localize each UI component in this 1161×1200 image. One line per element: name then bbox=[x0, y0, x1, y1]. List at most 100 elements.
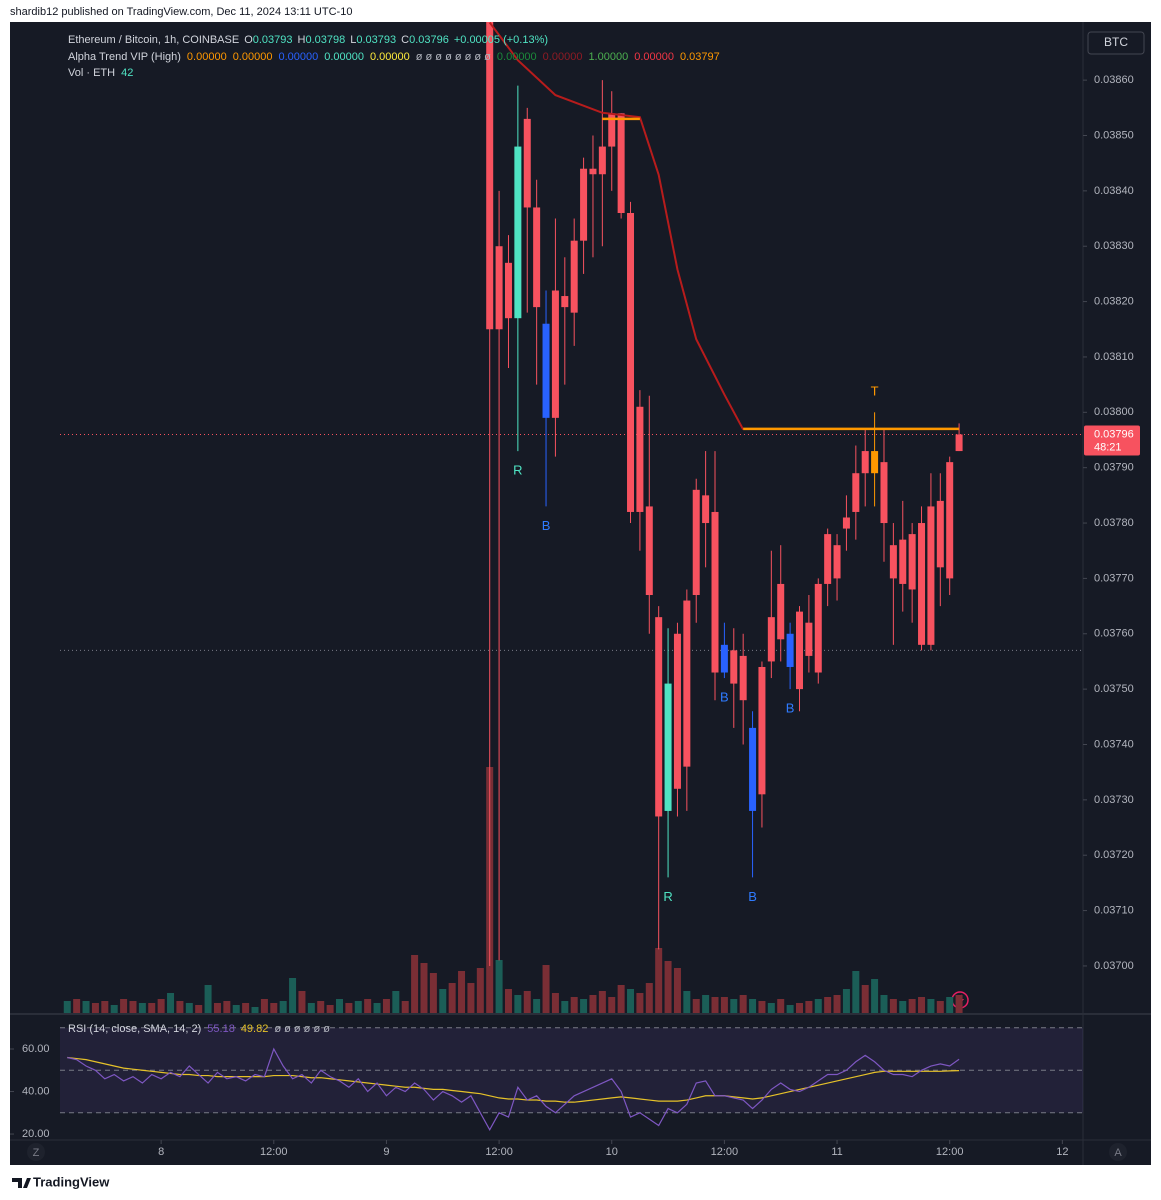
candle-body bbox=[692, 489, 700, 596]
volume-bar bbox=[232, 1005, 240, 1013]
candle-body bbox=[861, 451, 869, 474]
volume-bar bbox=[580, 999, 588, 1013]
ohlc-key: L bbox=[350, 34, 356, 46]
volume-bar bbox=[91, 1003, 99, 1013]
currency-button-label[interactable]: BTC bbox=[1104, 35, 1128, 49]
candle-body bbox=[918, 523, 926, 645]
candle-body bbox=[814, 583, 822, 673]
y-tick-label: 0.03840 bbox=[1094, 185, 1134, 197]
rsi-legend: RSI (14, close, SMA, 14, 2) 55.18 49.82 ø ø… bbox=[68, 1023, 330, 1035]
volume-bar bbox=[392, 991, 400, 1013]
volume-bar bbox=[495, 960, 503, 1013]
volume-bar bbox=[955, 995, 963, 1013]
volume-bar bbox=[561, 1001, 569, 1013]
candle-body bbox=[608, 113, 616, 147]
z-button-label[interactable]: Z bbox=[33, 1147, 40, 1159]
volume-bar bbox=[683, 991, 691, 1013]
rsi-tick-label: 40.00 bbox=[22, 1085, 50, 1097]
candle-body bbox=[739, 655, 747, 701]
volume-bar bbox=[411, 955, 419, 1013]
currency-button[interactable] bbox=[1087, 31, 1145, 55]
ohlc-key: O bbox=[244, 34, 253, 46]
x-tick-label: 12:00 bbox=[485, 1146, 513, 1158]
z-button[interactable] bbox=[27, 1143, 45, 1161]
volume-bar bbox=[645, 983, 653, 1013]
indicator-value: 0.00000 bbox=[187, 51, 227, 63]
volume-bar bbox=[702, 995, 710, 1013]
candle-body bbox=[786, 633, 794, 667]
indicator-value: 0.00000 bbox=[497, 51, 537, 63]
x-tick-label: 12:00 bbox=[260, 1146, 288, 1158]
volume-bar bbox=[373, 1003, 381, 1013]
volume-bar bbox=[833, 995, 841, 1013]
volume-bar bbox=[711, 997, 719, 1013]
volume-bar bbox=[617, 985, 625, 1013]
candle-body bbox=[749, 727, 757, 811]
ohlc-key: C bbox=[401, 34, 409, 46]
volume-bar bbox=[908, 999, 916, 1013]
footer-logo bbox=[12, 1178, 31, 1188]
indicator-value: 0.00000 bbox=[233, 51, 273, 63]
price-tag-value: 0.03796 bbox=[1094, 428, 1134, 440]
candle-body bbox=[795, 611, 803, 690]
volume-bar bbox=[101, 1001, 109, 1013]
signal-label: R bbox=[663, 889, 672, 904]
rsi-extra: ø ø ø ø ø ø bbox=[274, 1023, 330, 1035]
volume-bar bbox=[354, 1001, 362, 1013]
volume-bar bbox=[814, 999, 822, 1013]
candle-body bbox=[889, 545, 897, 579]
x-tick-label: 12 bbox=[1056, 1146, 1068, 1158]
legend-row: Ethereum / Bitcoin, 1h, COINBASE O 0.03793… bbox=[68, 34, 548, 46]
volume-bar bbox=[185, 1003, 193, 1013]
candle-body bbox=[833, 545, 841, 579]
candle-body bbox=[523, 118, 531, 208]
ohlc-value: 0.03793 bbox=[356, 34, 396, 46]
candle-body bbox=[702, 495, 710, 524]
volume-bar bbox=[336, 999, 344, 1013]
candle-body bbox=[627, 213, 635, 512]
a-button-label[interactable]: A bbox=[1114, 1147, 1122, 1159]
volume-bar bbox=[213, 1003, 221, 1013]
indicator-value: 0.00000 bbox=[370, 51, 410, 63]
candle-body bbox=[955, 434, 963, 452]
candle-body bbox=[645, 506, 653, 596]
indicator-value: 0.00000 bbox=[278, 51, 318, 63]
x-tick-label: 12:00 bbox=[936, 1146, 964, 1158]
price-tag bbox=[1084, 425, 1140, 456]
volume-bar bbox=[570, 997, 578, 1013]
footer-brand: TradingView bbox=[33, 1174, 110, 1189]
volume-bar bbox=[82, 1001, 90, 1013]
candle-body bbox=[598, 146, 606, 175]
candle-body bbox=[589, 168, 597, 175]
candle-body bbox=[842, 517, 850, 529]
candle-body bbox=[486, 22, 494, 330]
candle-body bbox=[617, 113, 625, 214]
candle-body bbox=[767, 617, 775, 662]
volume-bar bbox=[664, 961, 672, 1013]
volume-bar bbox=[608, 997, 616, 1013]
indicator-value: 0.00000 bbox=[324, 51, 364, 63]
y-tick-label: 0.03750 bbox=[1094, 683, 1134, 695]
candle-body bbox=[899, 539, 907, 584]
volume-bar bbox=[861, 985, 869, 1013]
main-pane: R B R B B B T bbox=[60, 22, 1083, 1013]
trend-line bbox=[488, 22, 745, 430]
candle-body bbox=[570, 240, 578, 313]
candle-body bbox=[824, 534, 832, 584]
candle-body bbox=[730, 650, 738, 684]
volume-bar bbox=[251, 1007, 259, 1013]
volume-bar bbox=[514, 995, 522, 1013]
symbol-name: Ethereum / Bitcoin, 1h, COINBASE bbox=[68, 34, 239, 46]
volume-bar bbox=[458, 971, 466, 1013]
volume-bar bbox=[795, 1003, 803, 1013]
indicator-value: ø ø ø ø ø ø ø ø bbox=[416, 51, 491, 63]
candle-body bbox=[636, 406, 644, 512]
volume-bar bbox=[195, 1005, 203, 1013]
y-tick-label: 0.03850 bbox=[1094, 129, 1134, 141]
y-tick-label: 0.03710 bbox=[1094, 904, 1134, 916]
volume-bar bbox=[289, 978, 297, 1013]
volume-bar bbox=[542, 965, 550, 1013]
a-button[interactable] bbox=[1109, 1143, 1127, 1161]
volume-bar bbox=[636, 993, 644, 1013]
volume-bar bbox=[739, 995, 747, 1013]
